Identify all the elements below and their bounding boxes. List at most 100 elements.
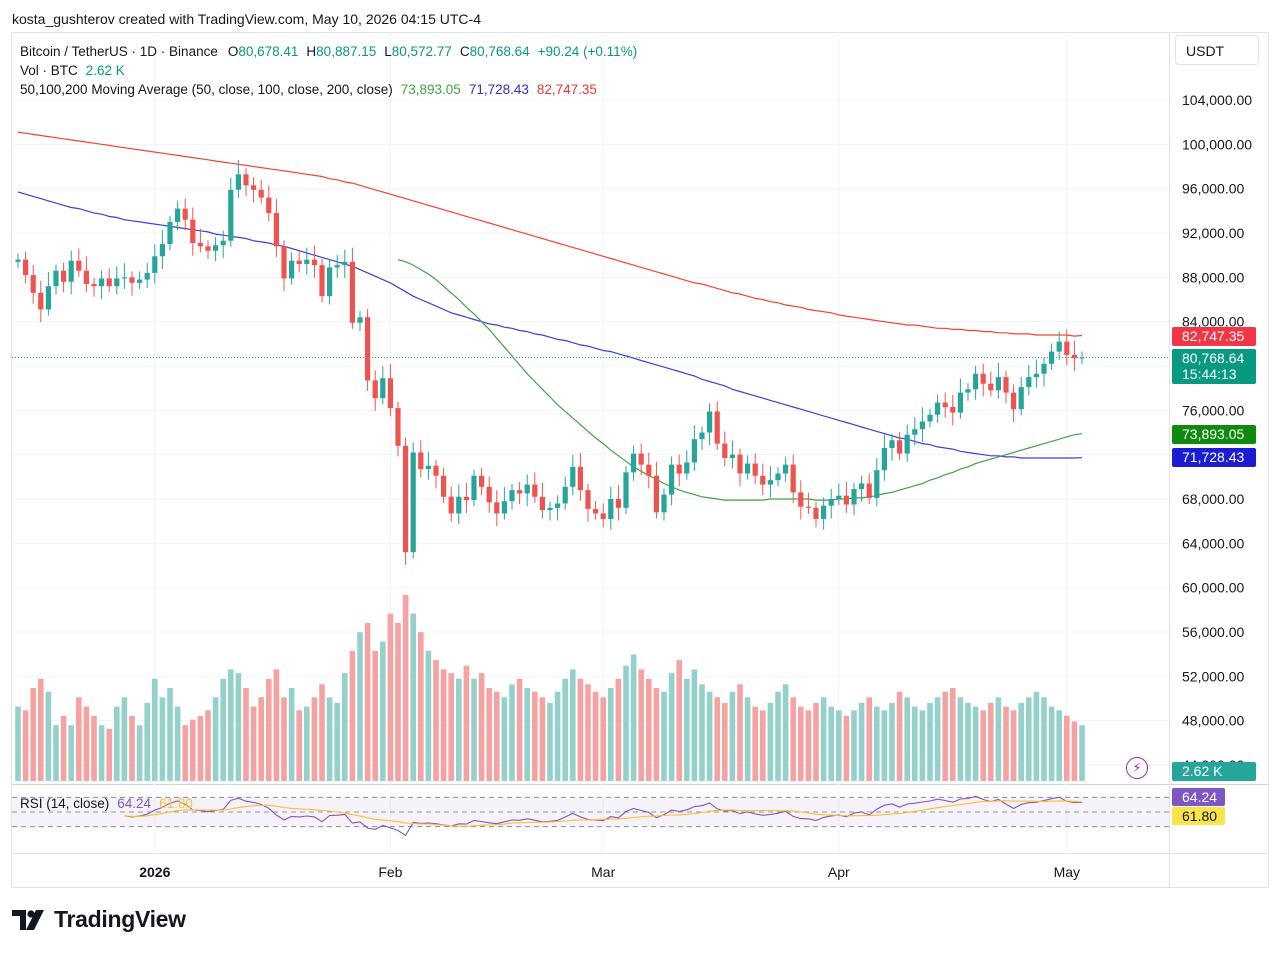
candle-body — [577, 466, 583, 491]
candle-body — [851, 489, 857, 505]
candle-body — [874, 470, 880, 498]
volume-bar — [395, 622, 401, 781]
candle-body — [365, 317, 371, 381]
change-value: +90.24 (+0.11%) — [538, 44, 638, 59]
candle-body — [1041, 363, 1047, 374]
candle-body — [745, 463, 751, 474]
candle-body — [258, 189, 264, 198]
ma50-badge-bg — [1172, 425, 1256, 444]
candle-body — [83, 270, 89, 284]
volume-bar — [167, 688, 173, 781]
volume-bar — [152, 678, 158, 781]
rsi-line — [124, 795, 1083, 837]
candle-body — [403, 445, 409, 553]
volume-bar — [273, 669, 280, 781]
candle-body — [707, 411, 713, 433]
candle-body — [486, 486, 492, 503]
time-axis[interactable]: 2026 Feb Mar Apr May — [139, 864, 1080, 880]
volume-bar — [478, 673, 485, 781]
candle-body — [1079, 357, 1085, 359]
volume-bar — [744, 697, 751, 781]
last-price-badge-text: 80,768.64 — [1182, 350, 1244, 366]
currency-selector[interactable]: USDT — [1175, 35, 1259, 65]
candle-body — [479, 475, 485, 487]
ma50-badge: 73,893.05 — [1172, 425, 1256, 444]
volume-bar — [471, 678, 477, 781]
volume-bar — [912, 706, 918, 781]
candle-body — [448, 496, 454, 514]
volume-bar — [98, 725, 105, 781]
volume-bar — [266, 678, 272, 781]
price-tick-label: 88,000.00 — [1182, 269, 1244, 285]
candle-body — [152, 256, 158, 273]
volume-bar — [539, 697, 546, 781]
candle-body — [1003, 377, 1009, 393]
volume-bar — [843, 715, 850, 781]
candle-body — [1011, 392, 1017, 410]
candle-body — [699, 432, 705, 440]
volume-bar — [190, 719, 196, 781]
candle-body — [281, 246, 287, 279]
candle-body — [912, 429, 918, 435]
volume-bar — [410, 613, 416, 781]
volume-bar — [91, 715, 97, 781]
candle-body — [919, 421, 925, 430]
volume-label: Vol · BTC — [20, 63, 78, 78]
candle-body — [1071, 354, 1077, 359]
candle-body — [1026, 377, 1032, 388]
candle-body — [790, 464, 796, 493]
volume-bar — [995, 697, 1002, 781]
volume-bar — [676, 660, 682, 781]
candle-body — [456, 496, 462, 514]
candle-body — [783, 464, 789, 474]
volume-bar — [22, 710, 29, 781]
ma100-value: 71,728.43 — [469, 82, 529, 97]
volume-bar — [243, 688, 249, 781]
candle-body — [175, 208, 181, 222]
flash-icon[interactable]: ⚡ — [1126, 757, 1148, 779]
ma200-badge-bg — [1172, 327, 1256, 346]
tradingview-logo-icon — [12, 909, 44, 930]
volume-bar — [372, 650, 378, 781]
volume-bar — [668, 673, 675, 781]
volume-bar — [699, 684, 705, 781]
candle-body — [653, 475, 659, 513]
rsi-lines — [124, 795, 1083, 837]
volume-bar — [775, 691, 781, 781]
volume-bar — [364, 622, 371, 781]
volume-bar — [782, 684, 789, 781]
ma50-value: 73,893.05 — [401, 82, 461, 97]
candle-body — [957, 392, 963, 413]
volume-bar — [296, 710, 302, 781]
candle-body — [965, 389, 971, 393]
candle-body — [243, 174, 249, 186]
rsi-ma-value: 61.80 — [159, 796, 193, 811]
candle-body — [859, 483, 865, 490]
volume-bar — [798, 706, 804, 781]
candle-body — [425, 465, 431, 470]
candle-body — [410, 452, 416, 553]
price-tick-label: 60,000.00 — [1182, 580, 1244, 596]
candle-body — [311, 259, 317, 266]
volume-bar — [691, 669, 698, 781]
time-tick-label: Feb — [378, 864, 402, 880]
volume-bar — [258, 697, 264, 781]
rsi-badge: 64.24 — [1172, 788, 1225, 806]
volume-bar — [722, 702, 728, 781]
price-tick-label: 104,000.00 — [1182, 92, 1252, 108]
brand-name: TradingView — [54, 906, 186, 932]
candle-body — [995, 377, 1001, 391]
candle-body — [137, 279, 143, 283]
candle-body — [615, 499, 621, 508]
candle-body — [418, 452, 424, 470]
last-price-badge-bg — [1172, 349, 1256, 384]
volume-bar — [896, 691, 903, 781]
candle-body — [539, 496, 545, 511]
ma200-line — [17, 131, 1083, 337]
candle-body — [562, 486, 568, 504]
volume-bar — [638, 669, 644, 781]
volume-bar — [68, 725, 74, 781]
volume-value: 2.62 K — [86, 63, 125, 78]
